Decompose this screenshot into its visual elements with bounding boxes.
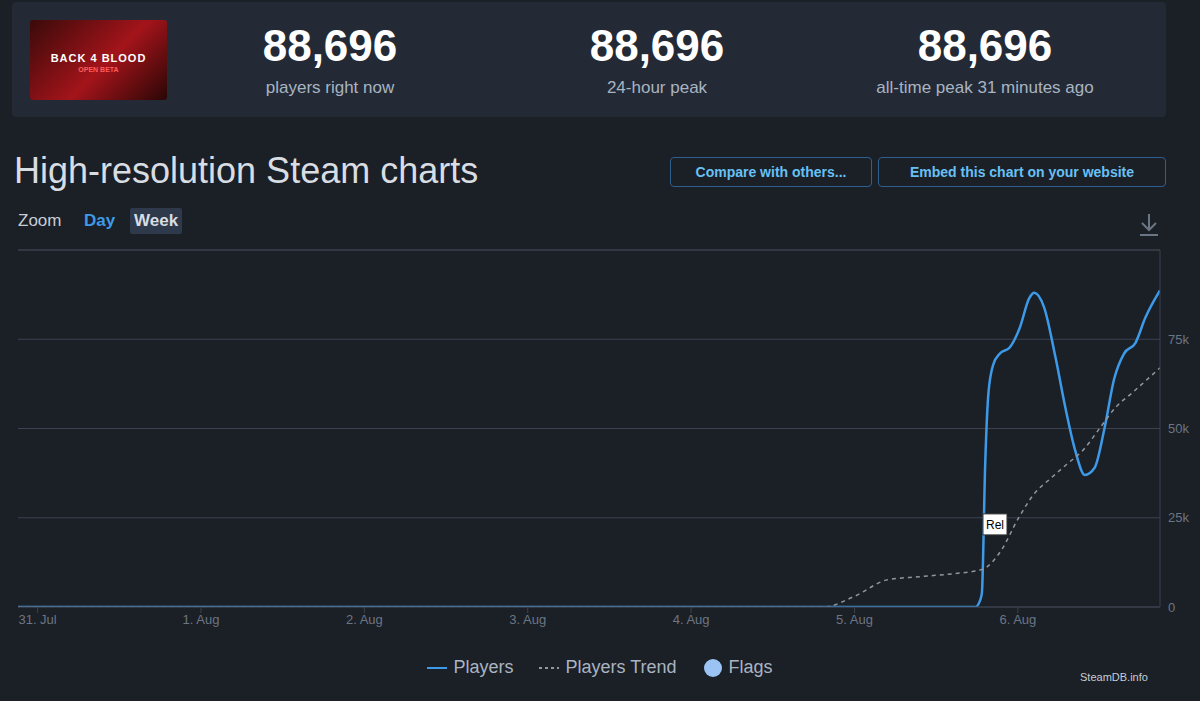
html-text:Compare with others...: Compare with others... (695, 164, 847, 180)
html-text:Embed this chart on your websi: Embed this chart on your website (910, 164, 1134, 180)
svg-text:1. Aug: 1. Aug (183, 612, 220, 627)
html-text:players right now: players right now (265, 78, 395, 97)
html-text:88,696: 88,696 (589, 21, 725, 70)
svg-text:3. Aug: 3. Aug (509, 612, 546, 627)
html-text:Day: Day (84, 211, 116, 230)
html-text:Zoom: Zoom (18, 211, 62, 230)
html-text:High-resolution Steam charts: High-resolution Steam charts (14, 150, 479, 191)
html-text:Players: Players (453, 657, 514, 677)
svg-text:5. Aug: 5. Aug (836, 612, 873, 627)
svg-text:4. Aug: 4. Aug (673, 612, 710, 627)
svg-text:2. Aug: 2. Aug (346, 612, 383, 627)
html-text:BACK 4 BLOOD: BACK 4 BLOOD (50, 52, 147, 64)
svg-text:31. Jul: 31. Jul (18, 612, 56, 627)
html-text:Week: Week (134, 211, 179, 230)
html-text:all-time peak 31 minutes ago: all-time peak 31 minutes ago (876, 78, 1094, 97)
html-text:24-hour peak: 24-hour peak (606, 78, 708, 97)
html-text:OPEN BETA: OPEN BETA (78, 66, 119, 73)
html-text:88,696: 88,696 (917, 21, 1053, 70)
html-text:Flags: Flags (728, 657, 773, 677)
svg-text:0: 0 (1168, 600, 1175, 615)
svg-text:75k: 75k (1168, 332, 1189, 347)
svg-text:50k: 50k (1168, 421, 1189, 436)
html-text:88,696: 88,696 (262, 21, 398, 70)
svg-text:25k: 25k (1168, 510, 1189, 525)
svg-text:Rel: Rel (986, 518, 1004, 532)
html-text:Players Trend: Players Trend (565, 657, 677, 677)
svg-text:6. Aug: 6. Aug (999, 612, 1036, 627)
html-text:SteamDB.info: SteamDB.info (1080, 671, 1148, 683)
